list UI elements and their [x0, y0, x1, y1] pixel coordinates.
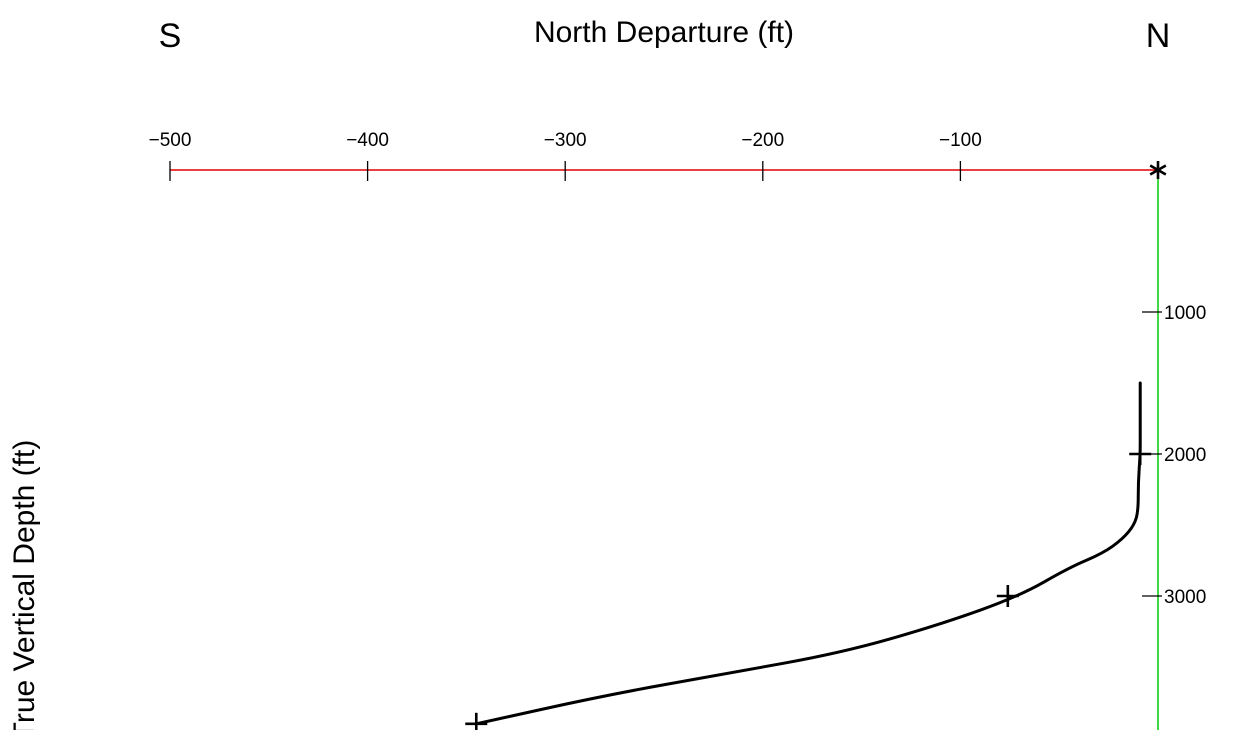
north-direction-label: N — [1146, 17, 1171, 55]
trajectory-series — [474, 381, 1142, 726]
x-tick-label: −100 — [939, 130, 982, 151]
x-tick-label: −500 — [149, 130, 192, 151]
y-tick-label: 3000 — [1164, 587, 1206, 608]
y-tick-label: 1000 — [1164, 303, 1206, 324]
star-stroke — [1149, 164, 1167, 176]
depth-cross-marker — [465, 712, 488, 730]
origin-star-marker — [1149, 161, 1167, 179]
y-axis: 1000 2000 3000 — [1142, 170, 1206, 730]
south-direction-label: S — [159, 17, 182, 55]
trajectory-path — [474, 381, 1142, 726]
chart-title: North Departure (ft) — [534, 16, 794, 49]
x-tick-label: −300 — [544, 130, 587, 151]
x-tick-label: −200 — [741, 130, 784, 151]
y-axis-label: True Vertical Depth (ft) — [8, 440, 41, 730]
y-tick-label: 2000 — [1164, 445, 1206, 466]
depth-cross-marker — [996, 585, 1019, 607]
depth-cross-marker — [1129, 443, 1152, 465]
x-axis: −500 −400 −300 −200 −100 — [149, 130, 1158, 181]
depth-markers — [465, 161, 1167, 730]
x-tick-label: −400 — [346, 130, 389, 151]
